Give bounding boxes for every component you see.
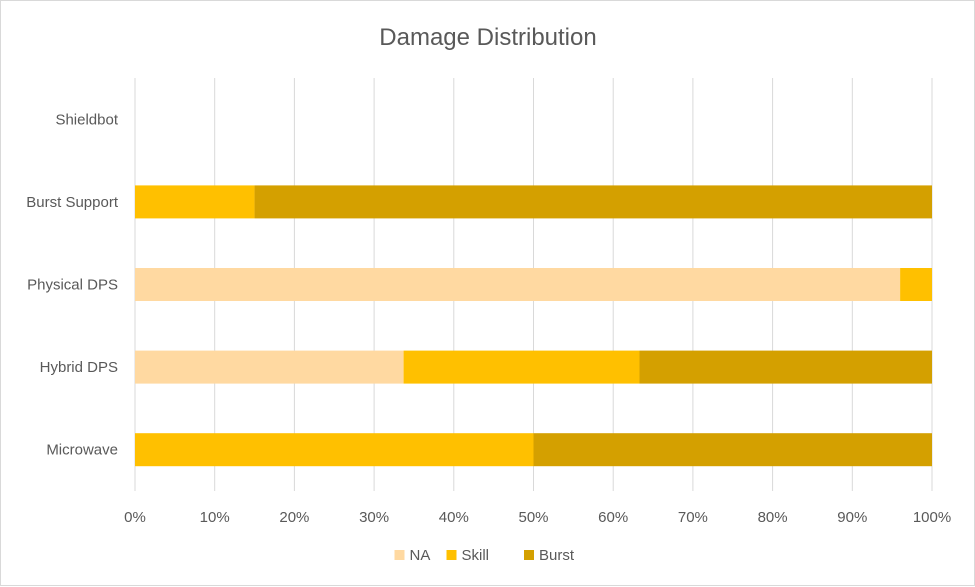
bar-segment <box>533 433 932 467</box>
bar-segment <box>403 350 640 384</box>
bars <box>135 185 933 467</box>
bar-segment <box>254 185 933 219</box>
category-label: Hybrid DPS <box>40 359 118 376</box>
x-tick-label: 90% <box>837 509 867 526</box>
x-tick-label: 70% <box>678 509 708 526</box>
legend: NA Skill Burst <box>394 547 575 564</box>
x-tick-label: 0% <box>124 509 146 526</box>
category-label: Burst Support <box>26 194 119 211</box>
x-tick-label: 10% <box>200 509 230 526</box>
x-tick-label: 100% <box>913 509 951 526</box>
bar-segment <box>900 268 932 301</box>
legend-swatch <box>394 550 405 560</box>
legend-label: NA <box>410 547 431 564</box>
x-tick-label: 50% <box>518 509 548 526</box>
bar-segment <box>135 268 901 301</box>
bar-segment <box>135 433 534 467</box>
legend-label: Skill <box>462 547 490 564</box>
bar-segment <box>135 350 404 384</box>
x-tick-label: 40% <box>439 509 469 526</box>
chart-title: Damage Distribution <box>379 24 596 51</box>
category-label: Physical DPS <box>27 277 118 294</box>
x-tick-label: 20% <box>279 509 309 526</box>
legend-swatch <box>446 550 457 560</box>
category-label: Microwave <box>46 442 118 459</box>
category-label: Shieldbot <box>55 111 118 128</box>
bar-segment <box>639 350 932 384</box>
bar-segment <box>135 185 255 219</box>
legend-label: Burst <box>539 547 575 564</box>
legend-swatch <box>524 550 534 560</box>
x-tick-label: 30% <box>359 509 389 526</box>
axis-labels: 0% 10% 20% 30% 40% 50% 60% 70% 80% 90% 100% Shieldb… <box>26 111 951 526</box>
x-tick-label: 80% <box>758 509 788 526</box>
x-tick-label: 60% <box>598 509 628 526</box>
